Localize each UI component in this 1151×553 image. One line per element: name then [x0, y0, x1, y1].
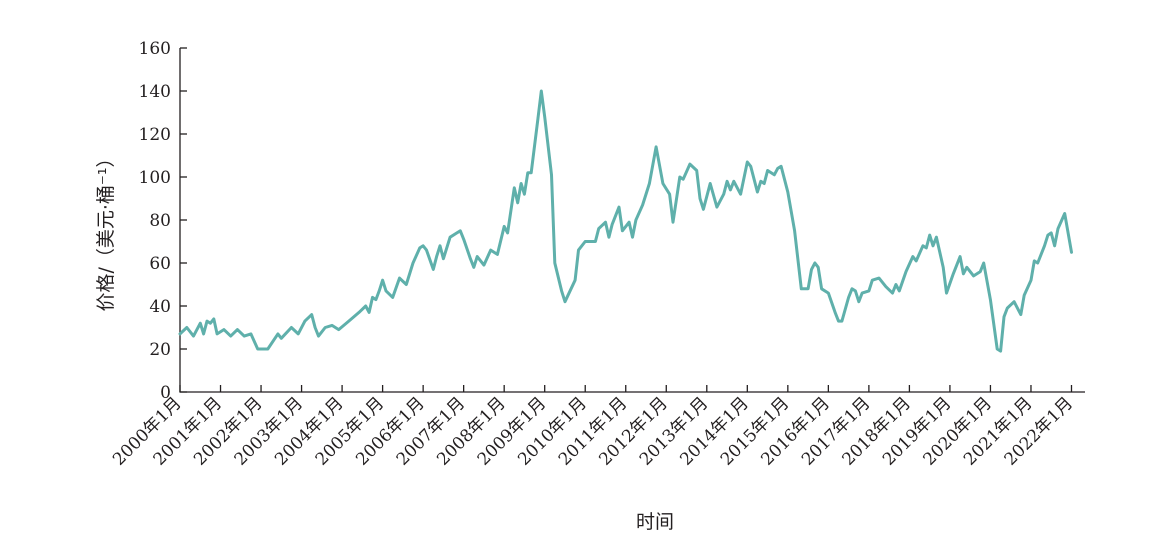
y-tick-label: 160: [139, 39, 171, 59]
y-axis-ticks: 0 20 40 60 80 100 120 140 160: [139, 39, 187, 403]
y-tick-label: 20: [149, 340, 171, 360]
y-tick-label: 80: [149, 211, 171, 231]
x-axis-title: 时间: [636, 511, 674, 533]
y-tick-label: 60: [149, 254, 171, 274]
axes-frame: [179, 48, 1085, 393]
x-axis-ticks: 2000年1月2001年1月2002年1月2003年1月2004年1月2005年…: [109, 385, 1077, 470]
y-tick-label: 140: [139, 82, 171, 102]
series-line-0: [178, 89, 1073, 353]
y-tick-label: 40: [149, 297, 171, 317]
series-layer: [178, 89, 1073, 353]
y-axis-title: 价格/（美元·桶⁻¹）: [95, 148, 117, 311]
y-tick-label: 0: [160, 383, 171, 403]
y-tick-label: 120: [139, 125, 171, 145]
y-tick-label: 100: [139, 168, 171, 188]
